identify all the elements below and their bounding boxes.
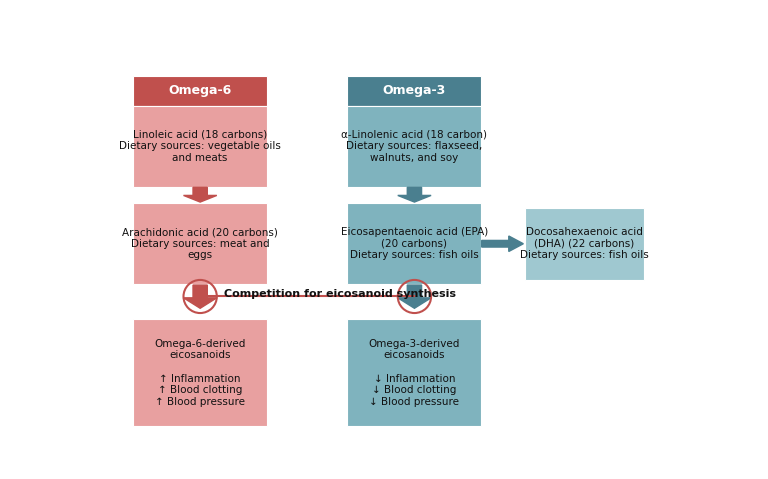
Text: Docosahexaenoic acid
(DHA) (22 carbons)
Dietary sources: fish oils: Docosahexaenoic acid (DHA) (22 carbons) … xyxy=(520,227,648,261)
Text: Eicosapentaenoic acid (EPA)
(20 carbons)
Dietary sources: fish oils: Eicosapentaenoic acid (EPA) (20 carbons)… xyxy=(341,227,488,261)
Text: Competition for eicosanoid synthesis: Competition for eicosanoid synthesis xyxy=(224,289,456,299)
Polygon shape xyxy=(184,187,217,202)
Polygon shape xyxy=(398,187,431,202)
FancyBboxPatch shape xyxy=(133,106,267,187)
FancyBboxPatch shape xyxy=(347,76,482,106)
Text: Omega-6: Omega-6 xyxy=(168,84,232,97)
Polygon shape xyxy=(482,236,523,251)
Text: Omega-3: Omega-3 xyxy=(382,84,446,97)
FancyBboxPatch shape xyxy=(133,203,267,285)
FancyBboxPatch shape xyxy=(133,319,267,426)
Text: Linoleic acid (18 carbons)
Dietary sources: vegetable oils
and meats: Linoleic acid (18 carbons) Dietary sourc… xyxy=(119,130,281,163)
FancyBboxPatch shape xyxy=(347,106,482,187)
Text: Arachidonic acid (20 carbons)
Dietary sources: meat and
eggs: Arachidonic acid (20 carbons) Dietary so… xyxy=(122,227,278,261)
FancyBboxPatch shape xyxy=(347,319,482,426)
Text: α-Linolenic acid (18 carbon)
Dietary sources: flaxseed,
walnuts, and soy: α-Linolenic acid (18 carbon) Dietary sou… xyxy=(342,130,488,163)
FancyBboxPatch shape xyxy=(525,208,644,280)
Text: Omega-6-derived
eicosanoids

↑ Inflammation
↑ Blood clotting
↑ Blood pressure: Omega-6-derived eicosanoids ↑ Inflammati… xyxy=(154,339,246,407)
Polygon shape xyxy=(398,285,431,308)
FancyBboxPatch shape xyxy=(347,203,482,285)
FancyBboxPatch shape xyxy=(133,76,267,106)
Text: Omega-3-derived
eicosanoids

↓ Inflammation
↓ Blood clotting
↓ Blood pressure: Omega-3-derived eicosanoids ↓ Inflammati… xyxy=(369,339,460,407)
Polygon shape xyxy=(184,285,217,308)
